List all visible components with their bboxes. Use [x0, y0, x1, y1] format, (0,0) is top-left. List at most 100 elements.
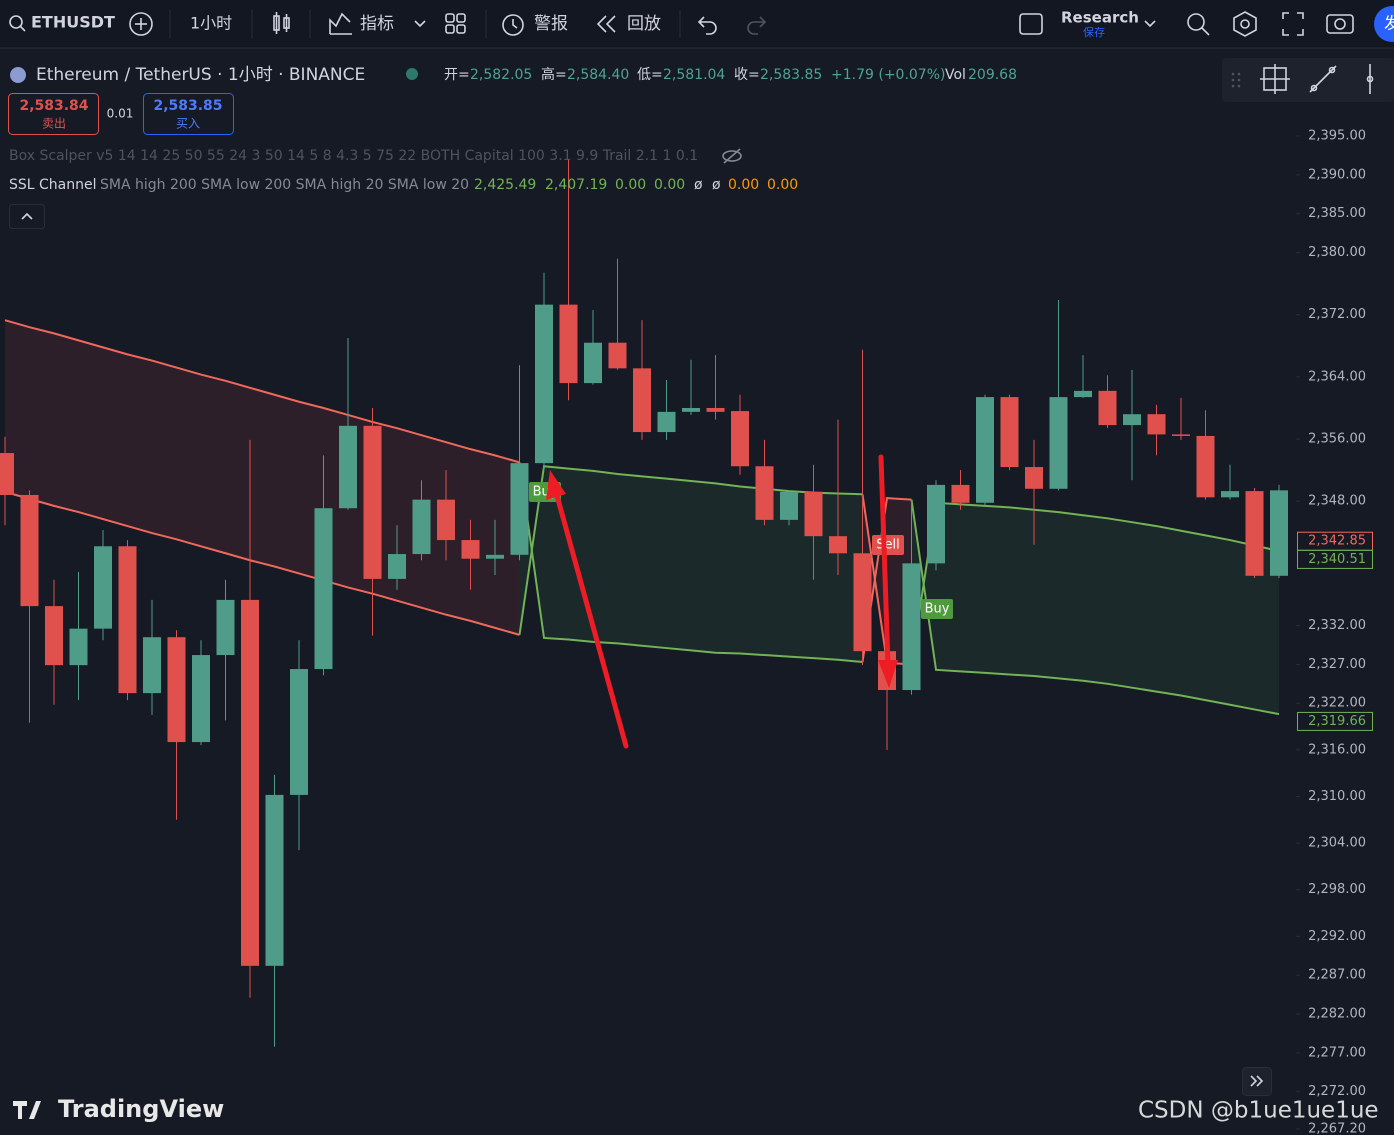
scroll-right[interactable] — [1242, 1067, 1272, 1096]
candle-body — [682, 407, 700, 412]
candle-body — [1049, 397, 1068, 489]
candle-body — [363, 425, 382, 579]
publish-button[interactable] — [1374, 6, 1394, 42]
tv-logo-mark — [13, 1101, 41, 1119]
y-tick-label: 2,348.00 — [1308, 494, 1366, 509]
candle-body — [559, 304, 578, 384]
alerts[interactable]: 警报 — [534, 14, 568, 34]
arrow-line — [878, 454, 891, 668]
y-tick-label: 2,327.00 — [1308, 657, 1366, 672]
high-label: 高= — [541, 66, 567, 83]
candle-body — [1000, 397, 1019, 468]
candle-body — [1147, 414, 1166, 435]
vline-tool[interactable] — [1366, 64, 1374, 94]
interval[interactable]: 1小时 — [190, 14, 232, 33]
buy-button[interactable] — [143, 93, 234, 135]
indicator-icon[interactable] — [329, 12, 352, 35]
sell-label[interactable]: 卖出 — [42, 117, 66, 131]
alert-icon[interactable] — [502, 14, 524, 36]
y-tick-label: 2,282.00 — [1308, 1007, 1366, 1022]
y-tick-label: 2,356.00 — [1308, 432, 1366, 447]
collapse-button[interactable] — [9, 204, 45, 229]
channel-fill — [911, 499, 1279, 715]
y-tick-label: 2,372.00 — [1308, 307, 1366, 322]
sell-button[interactable] — [8, 93, 99, 135]
collapse-icon[interactable] — [21, 212, 33, 220]
footer: TradingView CSDN @b1ue1ue1ue — [13, 1067, 1379, 1124]
buy-price[interactable]: 2,583.85 — [153, 98, 222, 114]
indicator-value: 2,425.49 — [474, 177, 536, 193]
price-label-box — [1297, 549, 1373, 569]
candle-body — [633, 368, 651, 433]
candle-body — [706, 407, 725, 412]
y-tick-label: 2,332.00 — [1308, 618, 1366, 633]
y-tick-label: 2,316.00 — [1308, 742, 1366, 757]
chart-type[interactable] — [273, 12, 290, 34]
layouts[interactable] — [445, 13, 466, 34]
symbol-icon — [10, 67, 26, 83]
add-symbol[interactable] — [129, 12, 153, 36]
candle-body — [1221, 491, 1239, 498]
y-tick-label: 2,380.00 — [1308, 245, 1366, 260]
candle-body — [69, 628, 88, 666]
y-tick-label: 2,395.00 — [1308, 129, 1366, 144]
y-tick-label: 2,287.00 — [1308, 968, 1366, 983]
quantity[interactable]: 0.01 — [107, 107, 134, 121]
layout-name[interactable]: Research — [1061, 9, 1139, 27]
price-axis: 2,395.00 2,390.00 2,385.00 2,380.00 2,372.00… — [1296, 49, 1394, 1135]
volume-value: 209.68 — [968, 67, 1017, 83]
symbol[interactable]: ETHUSDT — [31, 13, 115, 32]
price-label-box — [1297, 711, 1373, 731]
indicator-value: 0.00 — [615, 177, 646, 193]
trendline-tool[interactable] — [1309, 65, 1337, 93]
low-value: 2,581.04 — [663, 67, 725, 83]
candle-body — [388, 554, 406, 579]
low-label: 低= — [637, 67, 663, 83]
replay[interactable]: 回放 — [627, 14, 661, 34]
candle-body — [951, 484, 970, 503]
candle-body — [461, 540, 480, 559]
indicator-params: SMA high 200 SMA low 200 SMA high 20 SMA… — [100, 177, 469, 193]
settings[interactable] — [1233, 11, 1257, 37]
candle-body — [1245, 491, 1264, 576]
search-icon[interactable] — [9, 15, 26, 32]
indicator-value: 0.00 — [728, 177, 759, 193]
indicator-value: 0.00 — [654, 177, 685, 193]
candle-body — [192, 655, 210, 743]
fullscreen[interactable] — [1282, 12, 1304, 36]
close-value: 2,583.85 — [760, 67, 822, 83]
scroll-icon[interactable] — [1250, 1075, 1264, 1087]
indicators[interactable]: 指标 — [360, 14, 394, 34]
drag-handle[interactable] — [1231, 72, 1241, 88]
candle-body — [216, 599, 235, 656]
candle-body — [290, 669, 308, 795]
candle-body — [584, 342, 602, 384]
drawing-toolbar — [1222, 58, 1394, 102]
undo[interactable] — [697, 16, 717, 35]
chevron[interactable] — [1144, 20, 1156, 28]
snapshot[interactable] — [1326, 14, 1354, 34]
hidden-icon[interactable] — [722, 148, 742, 164]
redo[interactable] — [747, 16, 767, 35]
axis-bg — [1296, 49, 1394, 1135]
top-toolbar: ETHUSDT 1小时 指标 警报 回放 Research 保存 发 — [0, 0, 1394, 49]
candle-body — [167, 637, 186, 743]
publish-text[interactable]: 发 — [1384, 14, 1394, 33]
arrow-line — [553, 489, 629, 749]
arrow-head — [546, 470, 566, 500]
replay-icon[interactable] — [596, 15, 616, 33]
layout-button[interactable] — [1019, 13, 1043, 35]
candle-body — [510, 463, 529, 555]
y-tick-label: 2,310.00 — [1308, 789, 1366, 804]
rect-tool[interactable] — [1260, 64, 1290, 94]
high-value: 2,584.40 — [567, 67, 629, 83]
candle-body — [437, 499, 455, 541]
quick-search[interactable] — [1187, 13, 1210, 36]
buy-label[interactable]: 买入 — [176, 117, 200, 131]
candle-body — [118, 546, 137, 694]
candle-body — [339, 425, 357, 509]
chevron[interactable] — [414, 20, 426, 28]
open-label: 开= — [444, 67, 470, 83]
sell-price[interactable]: 2,583.84 — [19, 98, 88, 114]
indicator-value: ø — [712, 177, 721, 193]
